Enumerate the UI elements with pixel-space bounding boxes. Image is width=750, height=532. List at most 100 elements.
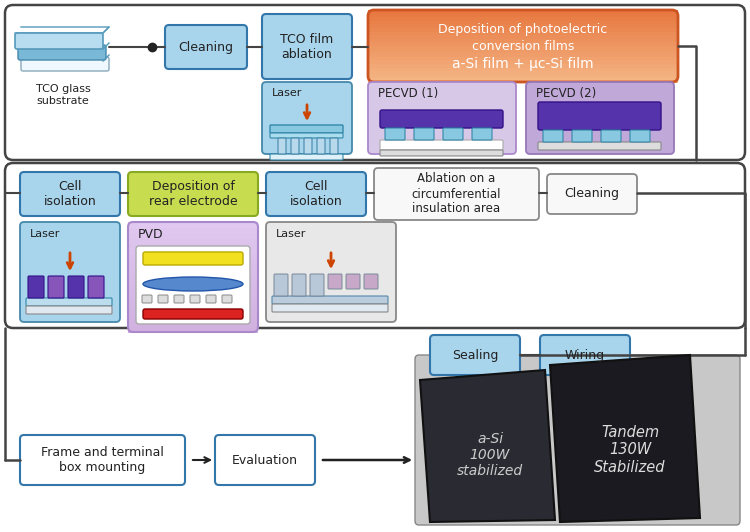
FancyBboxPatch shape: [128, 294, 258, 300]
FancyBboxPatch shape: [215, 435, 315, 485]
FancyBboxPatch shape: [128, 277, 258, 284]
Text: PVD: PVD: [138, 228, 164, 240]
FancyBboxPatch shape: [128, 222, 258, 229]
FancyBboxPatch shape: [128, 255, 258, 262]
FancyBboxPatch shape: [128, 250, 258, 256]
Text: Frame and terminal
box mounting: Frame and terminal box mounting: [41, 446, 164, 474]
FancyBboxPatch shape: [190, 295, 200, 303]
FancyBboxPatch shape: [328, 274, 342, 289]
FancyBboxPatch shape: [128, 244, 258, 251]
FancyBboxPatch shape: [310, 274, 324, 296]
FancyBboxPatch shape: [368, 61, 678, 65]
FancyBboxPatch shape: [547, 174, 637, 214]
FancyBboxPatch shape: [272, 296, 388, 304]
FancyBboxPatch shape: [128, 327, 258, 333]
Text: PECVD (2): PECVD (2): [536, 87, 596, 99]
Text: a-Si
100W
stabilized: a-Si 100W stabilized: [457, 432, 523, 478]
FancyBboxPatch shape: [368, 53, 678, 58]
Text: Cleaning: Cleaning: [565, 187, 620, 201]
FancyBboxPatch shape: [20, 172, 120, 216]
Text: Deposition of photoelectric: Deposition of photoelectric: [438, 23, 608, 37]
Polygon shape: [420, 370, 555, 522]
FancyBboxPatch shape: [26, 298, 112, 306]
FancyBboxPatch shape: [143, 309, 243, 319]
Text: Deposition of
rear electrode: Deposition of rear electrode: [148, 180, 237, 208]
FancyBboxPatch shape: [68, 276, 84, 298]
FancyBboxPatch shape: [128, 321, 258, 328]
FancyBboxPatch shape: [5, 5, 745, 160]
FancyBboxPatch shape: [48, 276, 64, 298]
Text: Tandem
130W
Stabilized: Tandem 130W Stabilized: [594, 425, 666, 475]
FancyBboxPatch shape: [368, 21, 678, 26]
Text: PECVD (1): PECVD (1): [378, 87, 438, 99]
FancyBboxPatch shape: [368, 17, 678, 22]
FancyBboxPatch shape: [266, 172, 366, 216]
FancyBboxPatch shape: [128, 228, 258, 234]
Text: Cell
isolation: Cell isolation: [44, 180, 96, 208]
FancyBboxPatch shape: [368, 14, 678, 18]
FancyBboxPatch shape: [128, 233, 258, 239]
FancyBboxPatch shape: [538, 102, 661, 130]
FancyBboxPatch shape: [543, 130, 563, 142]
FancyBboxPatch shape: [368, 49, 678, 54]
FancyBboxPatch shape: [414, 128, 434, 140]
FancyBboxPatch shape: [601, 130, 621, 142]
FancyBboxPatch shape: [128, 315, 258, 322]
FancyBboxPatch shape: [128, 304, 258, 311]
FancyBboxPatch shape: [128, 299, 258, 305]
FancyBboxPatch shape: [158, 295, 168, 303]
FancyBboxPatch shape: [206, 295, 216, 303]
FancyBboxPatch shape: [368, 71, 678, 76]
Polygon shape: [550, 355, 700, 522]
Text: Laser: Laser: [30, 229, 60, 239]
FancyBboxPatch shape: [346, 274, 360, 289]
Text: Wiring: Wiring: [565, 348, 605, 362]
Text: TCO glass
substrate: TCO glass substrate: [36, 84, 90, 106]
FancyBboxPatch shape: [368, 43, 678, 47]
FancyBboxPatch shape: [128, 282, 258, 289]
FancyBboxPatch shape: [5, 163, 745, 328]
FancyBboxPatch shape: [128, 310, 258, 317]
FancyBboxPatch shape: [88, 276, 104, 298]
FancyBboxPatch shape: [368, 68, 678, 72]
FancyBboxPatch shape: [128, 261, 258, 267]
FancyBboxPatch shape: [385, 128, 405, 140]
FancyBboxPatch shape: [368, 57, 678, 61]
FancyBboxPatch shape: [222, 295, 232, 303]
FancyBboxPatch shape: [526, 82, 674, 154]
Text: a-Si film + μc-Si film: a-Si film + μc-Si film: [452, 57, 594, 71]
FancyBboxPatch shape: [266, 222, 396, 322]
Text: Cell
isolation: Cell isolation: [290, 180, 342, 208]
FancyBboxPatch shape: [128, 238, 258, 245]
FancyBboxPatch shape: [317, 138, 325, 154]
FancyBboxPatch shape: [26, 306, 112, 314]
FancyBboxPatch shape: [128, 271, 258, 278]
Text: Sealing: Sealing: [452, 348, 498, 362]
Text: conversion films: conversion films: [472, 39, 574, 53]
Text: Ablation on a
circumferential
insulation area: Ablation on a circumferential insulation…: [412, 172, 501, 215]
FancyBboxPatch shape: [21, 57, 109, 71]
FancyBboxPatch shape: [270, 133, 343, 138]
FancyBboxPatch shape: [472, 128, 492, 140]
Text: Evaluation: Evaluation: [232, 453, 298, 467]
FancyBboxPatch shape: [174, 295, 184, 303]
FancyBboxPatch shape: [380, 110, 503, 128]
FancyBboxPatch shape: [572, 130, 592, 142]
FancyBboxPatch shape: [128, 172, 258, 216]
FancyBboxPatch shape: [128, 288, 258, 295]
FancyBboxPatch shape: [330, 138, 338, 154]
Text: Laser: Laser: [272, 88, 302, 98]
FancyBboxPatch shape: [292, 274, 306, 296]
FancyBboxPatch shape: [380, 150, 503, 156]
Text: Laser: Laser: [276, 229, 306, 239]
Text: Cleaning: Cleaning: [178, 40, 233, 54]
FancyBboxPatch shape: [165, 25, 247, 69]
FancyBboxPatch shape: [278, 138, 286, 154]
FancyBboxPatch shape: [262, 14, 352, 79]
FancyBboxPatch shape: [368, 82, 516, 154]
FancyBboxPatch shape: [374, 168, 539, 220]
FancyBboxPatch shape: [15, 33, 103, 49]
FancyBboxPatch shape: [538, 142, 661, 150]
FancyBboxPatch shape: [274, 274, 288, 296]
FancyBboxPatch shape: [443, 128, 463, 140]
